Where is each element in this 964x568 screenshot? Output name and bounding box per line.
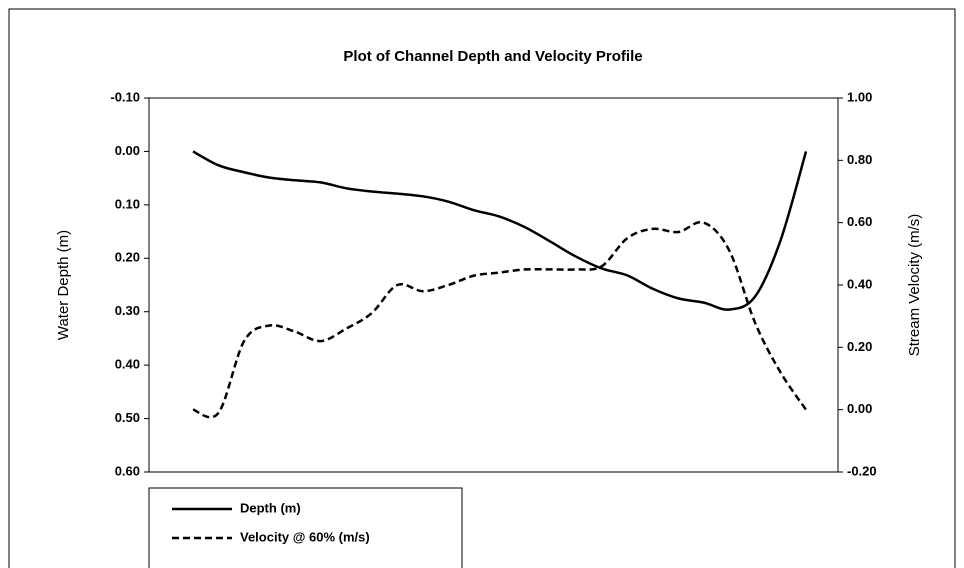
y2-tick-label: 0.80 — [847, 152, 872, 167]
legend-label: Depth (m) — [240, 500, 301, 515]
y2-tick-label: 0.40 — [847, 276, 872, 291]
y-tick-label: 0.40 — [115, 357, 140, 372]
y-tick-label: 0.20 — [115, 250, 140, 265]
y-tick-label: 0.60 — [115, 463, 140, 478]
y-tick-label: 0.10 — [115, 196, 140, 211]
y-tick-label: 0.50 — [115, 410, 140, 425]
y-tick-label: 0.00 — [115, 143, 140, 158]
y-axis-title: Water Depth (m) — [55, 230, 72, 340]
series-line — [192, 150, 808, 311]
y2-axis-title: Stream Velocity (m/s) — [906, 214, 923, 357]
chart-title: Plot of Channel Depth and Velocity Profi… — [343, 48, 642, 65]
chart-border — [8, 8, 956, 568]
legend-label: Velocity @ 60% (m/s) — [240, 529, 370, 544]
y-tick-label: -0.10 — [110, 89, 140, 104]
y2-tick-label: 0.60 — [847, 214, 872, 229]
y2-tick-label: 0.00 — [847, 401, 872, 416]
y2-tick-label: 1.00 — [847, 89, 872, 104]
y2-tick-label: 0.20 — [847, 339, 872, 354]
y-tick-label: 0.30 — [115, 303, 140, 318]
legend — [148, 487, 463, 568]
y2-tick-label: -0.20 — [847, 463, 877, 478]
